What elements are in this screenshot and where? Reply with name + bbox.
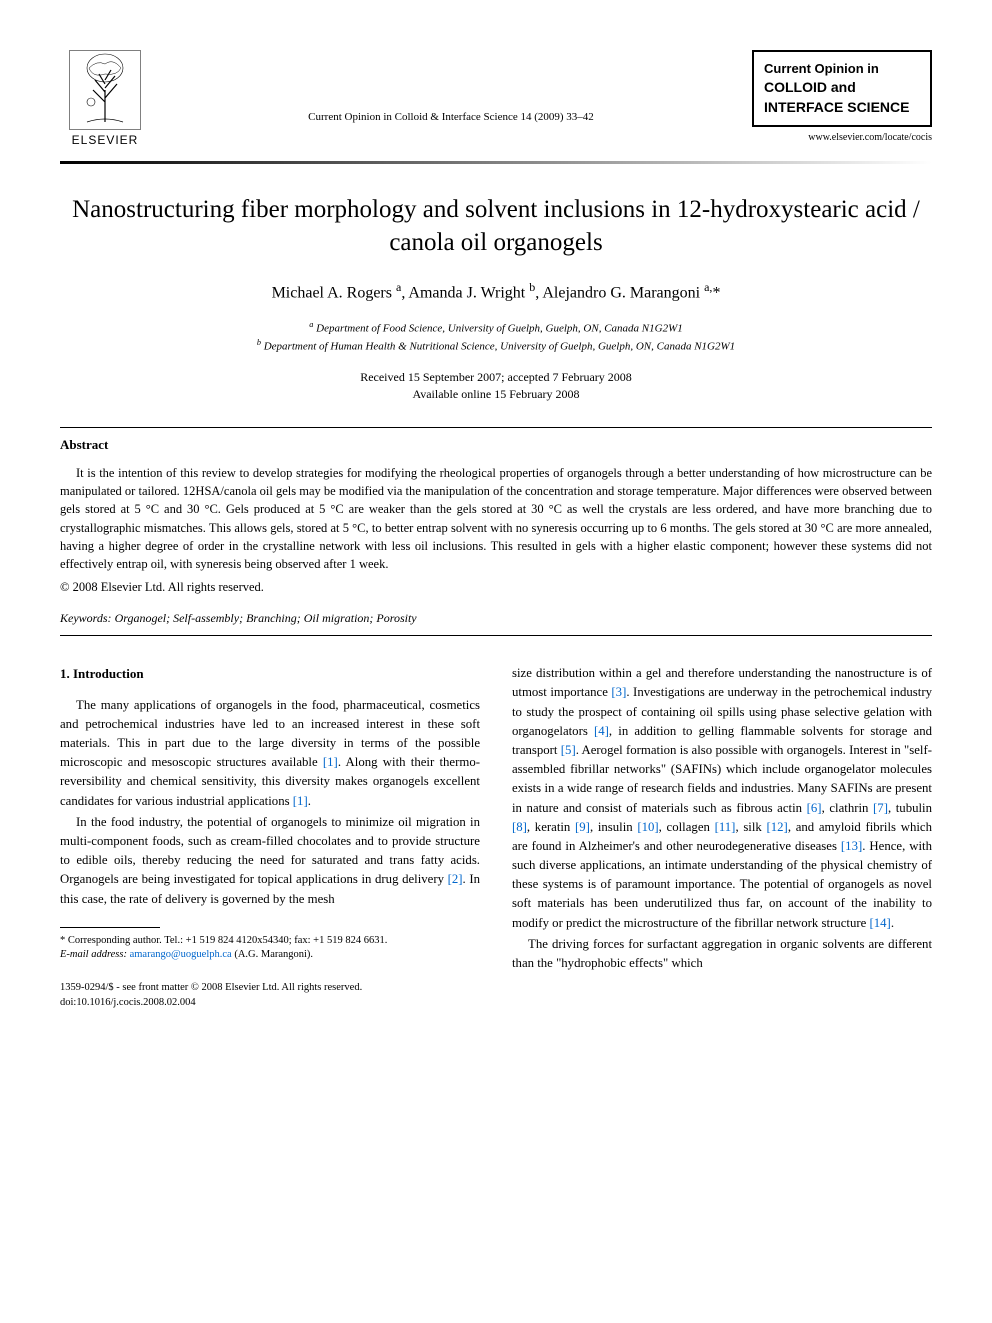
- c2-h: , insulin: [590, 820, 637, 834]
- intro-para-3: The driving forces for surfactant aggreg…: [512, 935, 932, 973]
- bottom-meta: 1359-0294/$ - see front matter © 2008 El…: [60, 981, 480, 1010]
- ref-link-7[interactable]: [7]: [873, 801, 888, 815]
- journal-box-wrap: Current Opinion in COLLOID and INTERFACE…: [752, 50, 932, 155]
- online-date: Available online 15 February 2008: [60, 386, 932, 403]
- ref-link-3[interactable]: [3]: [611, 685, 626, 699]
- ref-link-10[interactable]: [10]: [637, 820, 658, 834]
- keywords-line: Keywords: Organogel; Self-assembly; Bran…: [60, 610, 932, 627]
- c2-g: , keratin: [527, 820, 575, 834]
- ref-link-1a[interactable]: [1]: [323, 755, 338, 769]
- header-row: ELSEVIER Current Opinion in Colloid & In…: [60, 50, 932, 155]
- affiliation-b-text: Department of Human Health & Nutritional…: [264, 341, 735, 353]
- issn-line: 1359-0294/$ - see front matter © 2008 El…: [60, 981, 480, 996]
- abstract-text: It is the intention of this review to de…: [60, 464, 932, 573]
- affiliations: a Department of Food Science, University…: [60, 319, 932, 355]
- ref-link-9[interactable]: [9]: [575, 820, 590, 834]
- journal-box-line2: COLLOID and: [764, 78, 920, 98]
- publisher-name: ELSEVIER: [72, 132, 139, 149]
- ref-link-13[interactable]: [13]: [841, 839, 862, 853]
- header-divider-bar: [60, 161, 932, 164]
- email-label: E-mail address:: [60, 949, 127, 960]
- ref-link-1b[interactable]: [1]: [293, 794, 308, 808]
- article-title: Nanostructuring fiber morphology and sol…: [60, 194, 932, 259]
- ref-link-2[interactable]: [2]: [448, 872, 463, 886]
- ref-link-12[interactable]: [12]: [766, 820, 787, 834]
- footnote-separator: [60, 927, 160, 928]
- elsevier-tree-icon: [69, 50, 141, 130]
- journal-box-line1: Current Opinion in: [764, 60, 920, 78]
- body-columns: 1. Introduction The many applications of…: [60, 664, 932, 1010]
- c2-j: , silk: [735, 820, 766, 834]
- ref-link-6[interactable]: [6]: [807, 801, 822, 815]
- page-root: ELSEVIER Current Opinion in Colloid & In…: [0, 0, 992, 1051]
- affiliation-b: b Department of Human Health & Nutrition…: [60, 337, 932, 355]
- email-line: E-mail address: amarango@uoguelph.ca (A.…: [60, 948, 480, 963]
- ref-link-5[interactable]: [5]: [561, 743, 576, 757]
- c2-p2: The driving forces for surfactant aggreg…: [512, 937, 932, 970]
- article-dates: Received 15 September 2007; accepted 7 F…: [60, 369, 932, 403]
- ref-link-4[interactable]: [4]: [594, 724, 609, 738]
- keywords-list: Organogel; Self-assembly; Branching; Oil…: [115, 611, 417, 625]
- journal-reference: Current Opinion in Colloid & Interface S…: [150, 50, 752, 125]
- c2-e: , clathrin: [822, 801, 873, 815]
- email-link[interactable]: amarango@uoguelph.ca: [130, 949, 232, 960]
- abstract-copyright: © 2008 Elsevier Ltd. All rights reserved…: [60, 579, 932, 597]
- intro-para-2: In the food industry, the potential of o…: [60, 813, 480, 909]
- publisher-logo-block: ELSEVIER: [60, 50, 150, 149]
- ref-link-8[interactable]: [8]: [512, 820, 527, 834]
- p2-text-a: In the food industry, the potential of o…: [60, 815, 480, 887]
- affiliation-a-text: Department of Food Science, University o…: [316, 323, 683, 335]
- intro-para-2-cont: size distribution within a gel and there…: [512, 664, 932, 933]
- affiliation-a: a Department of Food Science, University…: [60, 319, 932, 337]
- corresponding-author-footnote: * Corresponding author. Tel.: +1 519 824…: [60, 934, 480, 963]
- column-right: size distribution within a gel and there…: [512, 664, 932, 1010]
- divider-top: [60, 427, 932, 428]
- journal-box-line3: INTERFACE SCIENCE: [764, 98, 920, 118]
- intro-para-1: The many applications of organogels in t…: [60, 696, 480, 811]
- corresponding-line: * Corresponding author. Tel.: +1 519 824…: [60, 934, 480, 949]
- doi-line: doi:10.1016/j.cocis.2008.02.004: [60, 996, 480, 1011]
- journal-url[interactable]: www.elsevier.com/locate/cocis: [752, 131, 932, 145]
- authors-line: Michael A. Rogers a, Amanda J. Wright b,…: [60, 279, 932, 305]
- c2-m: .: [891, 916, 894, 930]
- c2-f: , tubulin: [888, 801, 932, 815]
- ref-link-11[interactable]: [11]: [715, 820, 736, 834]
- divider-bottom: [60, 635, 932, 636]
- received-date: Received 15 September 2007; accepted 7 F…: [60, 369, 932, 386]
- email-suffix: (A.G. Marangoni).: [234, 949, 313, 960]
- ref-link-14[interactable]: [14]: [869, 916, 890, 930]
- c2-i: , collagen: [659, 820, 715, 834]
- journal-title-box: Current Opinion in COLLOID and INTERFACE…: [752, 50, 932, 127]
- column-left: 1. Introduction The many applications of…: [60, 664, 480, 1010]
- section-1-heading: 1. Introduction: [60, 664, 480, 684]
- p1-text-c: .: [308, 794, 311, 808]
- abstract-heading: Abstract: [60, 436, 932, 454]
- keywords-label: Keywords:: [60, 611, 112, 625]
